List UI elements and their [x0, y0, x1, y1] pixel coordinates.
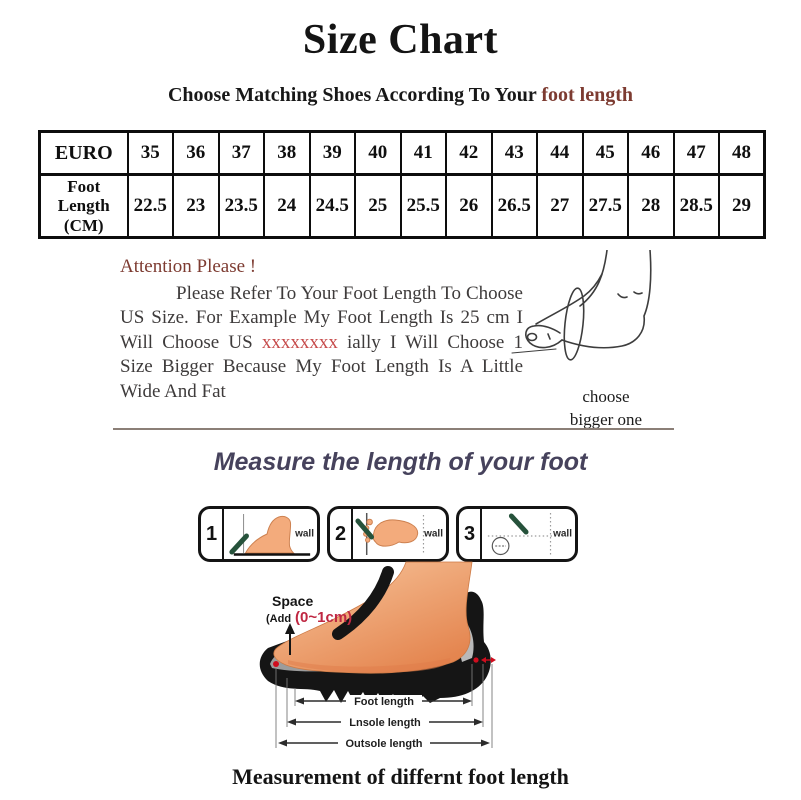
step-1-illustration: wall [224, 509, 317, 559]
foot-length-cell: 25 [354, 173, 402, 239]
euro-size-cell: 44 [536, 130, 584, 176]
sketch-caption: choose bigger one [569, 387, 643, 429]
dimension-foot-length: Foot length [295, 695, 472, 708]
foot-length-label: Foot length [354, 696, 414, 708]
attention-heading: Attention Please ! [120, 256, 257, 277]
table-row-foot-length: Foot Length (CM) 22.5 23 23.5 24 24.5 25… [38, 173, 766, 239]
step-1-number: 1 [201, 509, 224, 559]
step-3-drawing-icon [487, 513, 561, 556]
space-add-prefix: (Add [266, 613, 291, 625]
foot-length-cell: 22.5 [126, 173, 174, 239]
attention-crossed-text: xxxxxxxx [261, 331, 338, 353]
foot-in-shoe [273, 561, 473, 674]
pen-icon [229, 533, 249, 555]
wall-label: wall [553, 528, 572, 540]
foot-length-cell: 27.5 [581, 173, 629, 239]
space-annotation: Space (Add (0~1cm) [266, 593, 352, 655]
heel-point [473, 657, 479, 663]
euro-size-cell: 41 [399, 130, 447, 176]
wall-label: wall [424, 528, 443, 540]
subtitle: Choose Matching Shoes According To Your … [0, 84, 801, 107]
space-label: Space [272, 593, 313, 609]
step-3-illustration: wall [482, 509, 575, 559]
insole-length-label: Lnsole length [349, 717, 421, 729]
dimension-guides [275, 664, 493, 748]
space-arrowhead [285, 623, 295, 634]
euro-size-cell: 40 [354, 130, 402, 176]
ankle-mark [633, 291, 643, 295]
step-3-number: 3 [459, 509, 482, 559]
step-1-drawing-icon [229, 514, 311, 556]
foot-length-cell: 23.5 [217, 173, 265, 239]
foot-measurement-diagram: Space (Add (0~1cm) [259, 561, 496, 750]
size-table: EURO 35 36 37 38 39 40 41 42 43 44 45 46… [38, 130, 766, 239]
dimension-insole-length: Lnsole length [287, 716, 483, 729]
subtitle-accent: foot length [541, 84, 634, 106]
table-header-euro: EURO [38, 130, 129, 176]
euro-size-cell: 46 [627, 130, 675, 176]
euro-size-cell: 38 [263, 130, 311, 176]
step-2-number: 2 [330, 509, 353, 559]
euro-size-cell: 43 [490, 130, 538, 176]
red-measure-points [273, 657, 496, 667]
foot-length-cell: 27 [536, 173, 584, 239]
attention-body: Please Refer To Your Foot Length To Choo… [120, 282, 523, 405]
pointer-line [511, 348, 557, 354]
svg-text:(Add (0~1cm): (Add (0~1cm) [266, 609, 352, 626]
step-2-illustration: wall [353, 509, 446, 559]
measure-steps: 1 wall 2 [198, 506, 578, 562]
section-divider [113, 428, 674, 430]
table-header-foot-length: Foot Length (CM) [38, 173, 129, 239]
measure-step-3: 3 wall [456, 506, 578, 562]
euro-size-cell: 47 [672, 130, 720, 176]
subtitle-text: Choose Matching Shoes According To Your [167, 84, 537, 106]
euro-size-cell: 48 [718, 130, 766, 176]
foot-side-view [244, 515, 295, 554]
attention-section: Attention Please ! Please Refer To Your … [120, 255, 523, 404]
euro-size-cell: 45 [581, 130, 629, 176]
foot-length-cell: 26 [445, 173, 493, 239]
attention-body-after: ially I Will Choose 1 Size Bigger Becaus… [120, 331, 524, 402]
measure-step-2: 2 wall [327, 506, 449, 562]
page-title: Size Chart [302, 17, 499, 63]
outsole-length-label: Outsole length [346, 738, 423, 750]
pen-icon [355, 518, 375, 540]
attention-body-before: Please Refer To Your Foot Length To Choo… [120, 282, 523, 353]
foot-sketch-illustration [511, 250, 652, 361]
foot-length-cell: 28 [627, 173, 675, 239]
euro-size-cell: 39 [308, 130, 356, 176]
foot-top-view [363, 518, 419, 547]
ankle-mark [617, 293, 628, 299]
measure-step-1: 1 wall [198, 506, 320, 562]
euro-size-cell: 36 [172, 130, 220, 176]
pen-icon [508, 513, 529, 535]
toe-point [273, 661, 279, 667]
euro-size-cell: 37 [217, 130, 265, 176]
euro-size-cell: 35 [126, 130, 174, 176]
measure-section-heading: Measure the length of your foot [213, 448, 588, 476]
wall-label: wall [295, 528, 314, 540]
foot-length-cell: 24 [263, 173, 311, 239]
foot-length-cell: 24.5 [308, 173, 356, 239]
shoe-topline [332, 566, 394, 640]
foot-length-cell: 28.5 [672, 173, 720, 239]
foot-shading [288, 658, 451, 673]
bottom-caption: Measurement of differnt foot length [232, 764, 569, 789]
euro-size-cell: 42 [445, 130, 493, 176]
foot-outline-drawing [511, 250, 652, 361]
foot-length-cell: 25.5 [399, 173, 447, 239]
dimension-outsole-length: Outsole length [278, 737, 490, 750]
step-2-drawing-icon [355, 513, 425, 555]
foot-length-cell: 29 [718, 173, 766, 239]
table-row-euro: EURO 35 36 37 38 39 40 41 42 43 44 45 46… [38, 130, 766, 176]
foot-length-cell: 26.5 [490, 173, 538, 239]
measure-badge [491, 536, 510, 556]
foot-length-cell: 23 [172, 173, 220, 239]
space-add-value: (0~1cm) [295, 609, 352, 626]
